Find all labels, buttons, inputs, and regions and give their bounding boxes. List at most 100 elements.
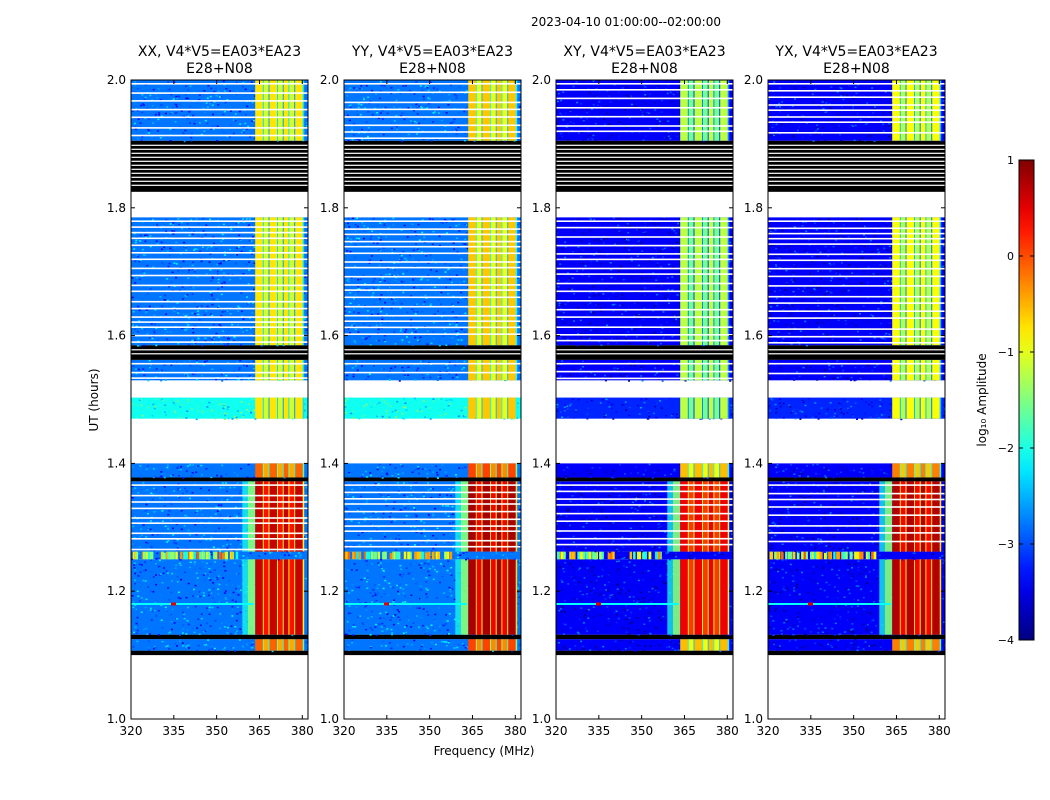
noise-cell: [291, 634, 294, 636]
noise-cell: [379, 308, 382, 310]
noise-cell: [437, 398, 440, 400]
noise-cell: [162, 399, 164, 401]
noise-cell: [412, 578, 415, 580]
noise-cell: [208, 401, 211, 404]
flagged-band: [344, 477, 521, 482]
flag-stripe: [344, 168, 521, 170]
noise-cell: [415, 327, 418, 330]
noise-cell: [223, 131, 226, 134]
rfi-channel: [476, 397, 483, 419]
noise-cell: [426, 343, 429, 345]
noise-cell: [173, 81, 176, 84]
noise-cell: [235, 94, 238, 96]
noise-cell: [358, 551, 361, 560]
noise-cell: [357, 285, 360, 288]
noise-cell: [214, 483, 217, 485]
noise-cell: [510, 418, 513, 420]
noise-cell: [404, 375, 407, 378]
noise-cell: [502, 554, 505, 556]
noise-cell: [187, 465, 189, 467]
noise-cell: [234, 650, 236, 652]
noise-cell: [209, 291, 212, 294]
noise-cell: [376, 242, 379, 245]
noise-cell: [375, 584, 378, 586]
rfi-channel-edge: [490, 397, 492, 419]
noise-cell: [136, 336, 139, 339]
noise-cell: [384, 579, 387, 582]
noise-cell: [505, 557, 508, 559]
noise-cell: [359, 278, 362, 281]
noise-cell: [235, 223, 238, 225]
noise-cell: [423, 236, 426, 239]
flag-stripe: [131, 156, 308, 158]
noise-cell: [246, 252, 249, 255]
noise-cell: [402, 281, 405, 283]
noise-cell: [212, 546, 215, 548]
noise-cell: [179, 597, 182, 600]
noise-cell: [254, 418, 257, 420]
noise-cell: [368, 324, 371, 327]
noise-cell: [155, 649, 157, 651]
noise-cell: [389, 293, 392, 296]
noise-cell: [399, 564, 402, 567]
noise-cell: [148, 366, 151, 369]
noise-cell: [304, 481, 307, 484]
noise-cell: [223, 281, 226, 283]
noise-cell: [206, 97, 209, 99]
noise-cell: [377, 339, 380, 342]
noise-cell: [188, 234, 191, 237]
noise-cell: [252, 360, 255, 363]
noise-cell: [365, 121, 368, 123]
rfi-channel: [283, 217, 290, 346]
noise-cell: [226, 362, 229, 364]
noise-cell: [392, 307, 395, 309]
noise-cell: [376, 468, 379, 471]
flag-stripe: [344, 164, 521, 166]
noise-cell: [243, 465, 246, 468]
noise-cell: [411, 471, 414, 473]
noise-cell: [237, 378, 240, 381]
noise-cell: [182, 313, 185, 316]
noise-cell: [236, 474, 239, 477]
noise-cell: [170, 591, 173, 594]
noise-cell: [186, 97, 189, 100]
noise-cell: [152, 233, 155, 235]
noise-cell: [167, 89, 170, 91]
noise-cell: [375, 592, 378, 594]
noise-cell: [435, 597, 438, 599]
noise-cell: [236, 590, 239, 593]
noise-cell: [210, 293, 213, 296]
noise-cell: [247, 362, 250, 364]
noise-cell: [158, 112, 161, 114]
noise-cell: [432, 230, 435, 233]
noise-cell: [421, 551, 425, 560]
noise-cell: [352, 493, 355, 495]
noise-cell: [389, 537, 392, 540]
noise-cell: [131, 525, 134, 528]
rfi-channel-edge: [294, 359, 296, 381]
rfi-channel-edge: [475, 217, 478, 346]
noise-cell: [425, 501, 428, 504]
noise-cell: [398, 492, 401, 495]
noise-cell: [438, 299, 441, 301]
noise-cell: [237, 512, 240, 515]
noise-cell: [164, 294, 167, 297]
noise-cell: [450, 594, 453, 597]
noise-cell: [251, 312, 254, 314]
noise-cell: [171, 551, 174, 560]
rfi-channel: [289, 559, 296, 635]
noise-cell: [200, 536, 203, 538]
noise-cell: [160, 241, 163, 244]
noise-cell: [344, 521, 347, 523]
rfi-channel: [255, 559, 264, 635]
noise-cell: [240, 327, 243, 329]
noise-cell: [176, 408, 179, 410]
noise-cell: [421, 244, 423, 247]
noise-cell: [382, 319, 385, 321]
noise-cell: [363, 519, 366, 522]
noise-cell: [432, 400, 435, 403]
noise-cell: [164, 606, 167, 609]
noise-cell: [226, 99, 229, 101]
noise-cell: [394, 472, 397, 475]
rfi-channel-edge: [501, 463, 503, 478]
